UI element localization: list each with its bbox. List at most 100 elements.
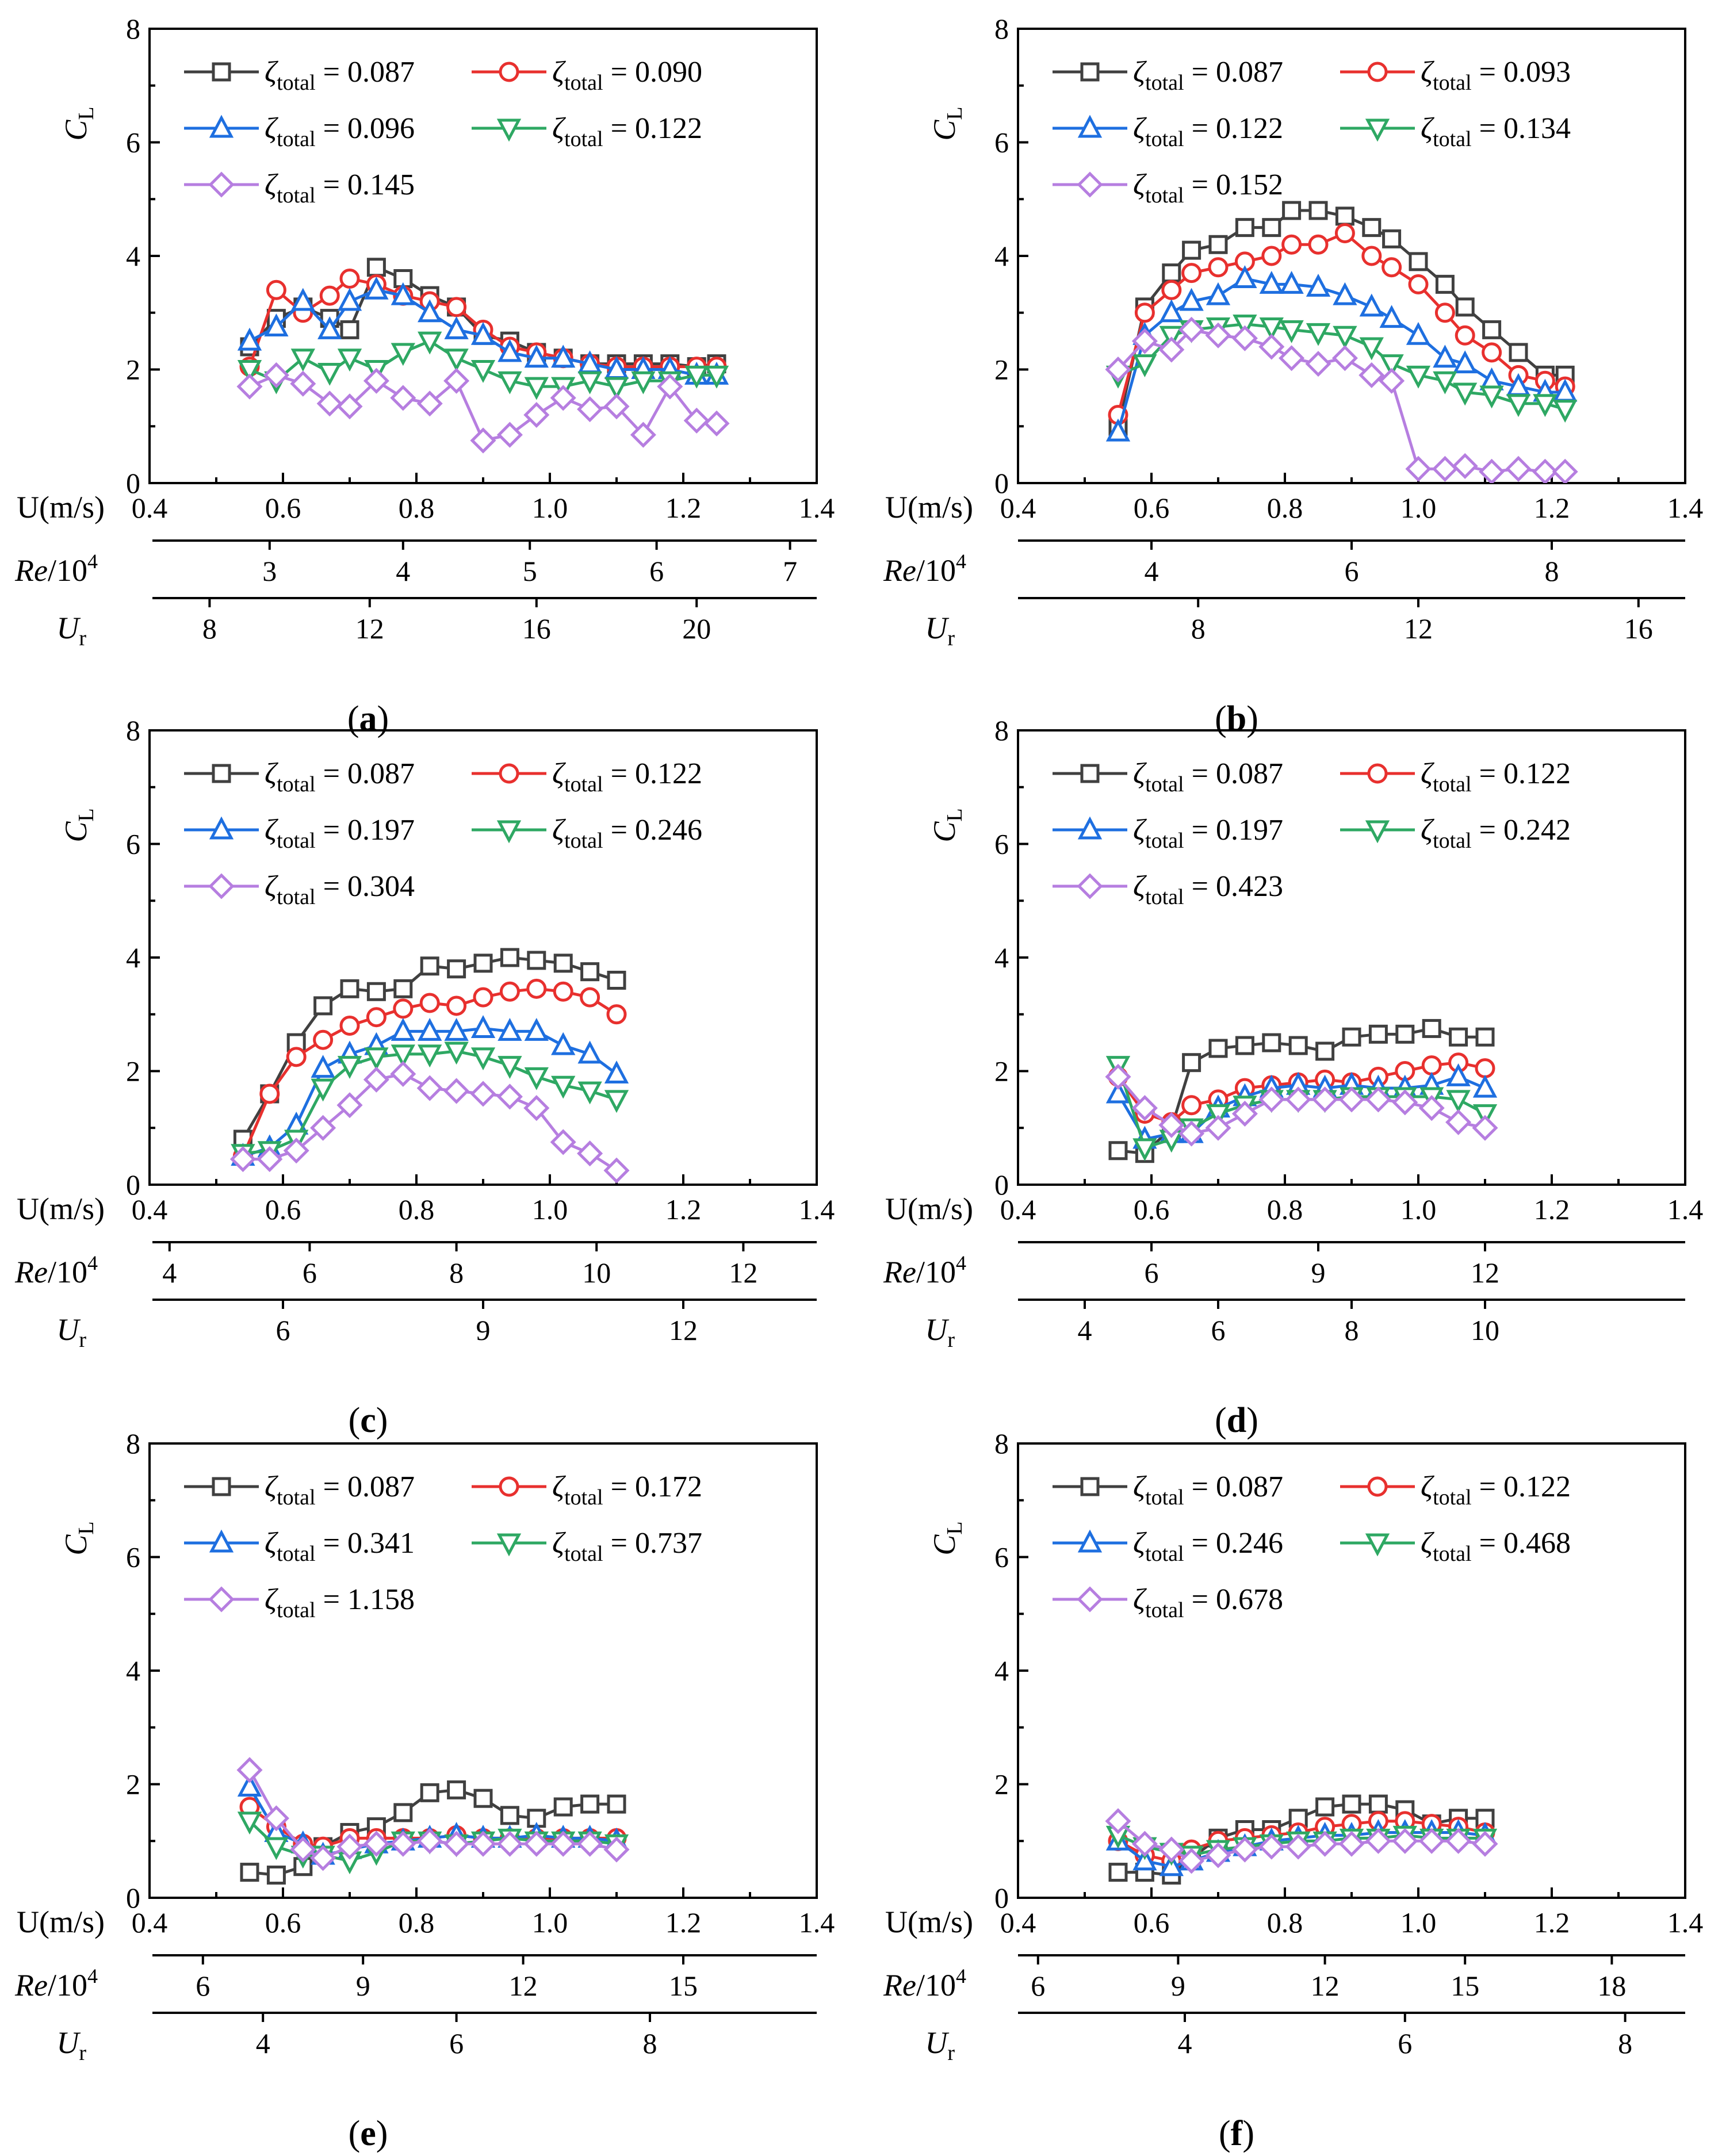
data-point <box>606 1004 627 1025</box>
ur-tick-label: 12 <box>669 1314 698 1346</box>
legend-marker <box>1367 1476 1388 1497</box>
legend-eq: = <box>316 169 347 201</box>
data-point <box>1181 1095 1202 1116</box>
legend-sub: total <box>277 885 316 909</box>
legend-label: ζtotal = 0.246 <box>552 814 702 853</box>
legend-value: 0.145 <box>347 169 415 201</box>
data-point <box>473 953 493 973</box>
data-point <box>446 297 467 317</box>
legend-symbol: ζ <box>1421 112 1434 145</box>
data-point <box>499 981 520 1002</box>
data-point <box>1205 1842 1231 1868</box>
x-tick-label: 0.4 <box>1000 492 1036 524</box>
ur-axis-label-main: U <box>56 2025 81 2060</box>
legend-symbol: ζ <box>1133 1470 1147 1503</box>
legend-marker <box>1080 1477 1100 1496</box>
data-point <box>444 1018 469 1041</box>
panel-label-letter: a <box>359 699 377 738</box>
data-point <box>1132 1138 1157 1162</box>
legend-eq: = <box>1184 169 1216 201</box>
data-point <box>443 1078 470 1104</box>
legend-entry: ζtotal = 0.087 <box>184 1470 415 1510</box>
velocity-axis-text: U(m/s) <box>885 490 973 524</box>
data-point <box>237 1774 262 1797</box>
data-point <box>416 1828 443 1854</box>
re-tick-label: 7 <box>783 555 797 587</box>
data-point <box>500 948 519 967</box>
data-point <box>604 1060 629 1083</box>
legend-entry: ζtotal = 0.122 <box>1053 112 1283 151</box>
data-point <box>283 1138 309 1164</box>
data-point <box>1258 334 1285 360</box>
legend-entry: ζtotal = 0.304 <box>184 870 415 909</box>
legend-sub: total <box>1145 885 1184 909</box>
data-point <box>1306 273 1331 297</box>
ur-tick-label: 20 <box>682 612 711 645</box>
data-point <box>1382 229 1402 248</box>
data-point <box>319 285 340 306</box>
panel-label-open: ( <box>1215 1401 1227 1440</box>
data-point <box>339 1016 360 1036</box>
legend-entry: ζtotal = 0.122 <box>1340 1470 1571 1510</box>
data-point <box>1162 263 1181 283</box>
data-point <box>290 1836 316 1863</box>
legend-label: ζtotal = 0.122 <box>1421 1470 1571 1510</box>
data-point <box>1395 1024 1415 1044</box>
velocity-axis-text: U(m/s) <box>885 1192 973 1226</box>
data-point <box>631 371 656 395</box>
data-point <box>470 427 496 454</box>
legend-value: 0.246 <box>635 814 702 847</box>
data-point <box>1105 356 1131 383</box>
panel-label-close: ) <box>377 699 389 738</box>
legend-value: 0.090 <box>635 56 702 89</box>
x-tick-label: 1.4 <box>1667 1193 1704 1226</box>
data-point <box>496 1083 523 1110</box>
x-tick-label: 1.0 <box>532 492 568 524</box>
data-point <box>266 1866 286 1885</box>
ur-tick-label: 12 <box>1404 612 1433 645</box>
data-point <box>1181 263 1202 284</box>
legend-entry: ζtotal = 0.122 <box>1340 757 1571 796</box>
x-tick-label: 0.6 <box>265 1906 301 1939</box>
legend-value: 1.158 <box>347 1583 415 1616</box>
ur-tick-label: 8 <box>1618 2027 1632 2059</box>
data-point <box>1406 321 1431 345</box>
data-point <box>444 349 469 372</box>
legend-entry: ζtotal = 0.197 <box>1053 814 1283 853</box>
x-tick-label: 0.4 <box>1000 1193 1036 1226</box>
y-tick-label: 2 <box>126 354 140 386</box>
legend-eq: = <box>603 1527 635 1560</box>
data-point <box>1409 252 1428 271</box>
legend-value: 0.246 <box>1216 1527 1283 1560</box>
legend-eq: = <box>1472 757 1503 790</box>
ur-tick-label: 16 <box>522 612 551 645</box>
panel-label-open: ( <box>1215 699 1227 738</box>
legend-label: ζtotal = 0.122 <box>1133 112 1283 151</box>
data-point <box>1475 1027 1495 1047</box>
re-axis-label-rest: /10 <box>916 1255 956 1289</box>
data-point <box>1553 400 1578 423</box>
ur-axis-label: Ur <box>56 1312 86 1352</box>
data-point <box>1235 1036 1254 1055</box>
x-tick-label: 1.4 <box>799 1906 835 1939</box>
legend-sub: total <box>1433 829 1472 853</box>
y-tick-label: 8 <box>994 13 1009 45</box>
legend-sub: total <box>1433 1485 1472 1510</box>
legend-value: 0.172 <box>635 1470 702 1503</box>
legend-sub: total <box>1145 1598 1184 1622</box>
legend-symbol: ζ <box>552 814 566 847</box>
panel-label: (a) <box>347 699 389 738</box>
y-tick-label: 6 <box>126 127 140 159</box>
legend-marker <box>1365 820 1390 844</box>
legend-symbol: ζ <box>265 757 278 790</box>
data-point <box>657 373 683 400</box>
data-point <box>527 951 546 970</box>
ur-axis-label-sub: r <box>79 1328 86 1352</box>
ur-tick-label: 8 <box>1191 612 1206 645</box>
series-group <box>1105 201 1578 483</box>
re-tick-label: 9 <box>1311 1257 1326 1289</box>
re-axis-label-sup: 4 <box>87 1251 98 1274</box>
data-point <box>390 385 416 411</box>
legend-marker <box>208 171 235 198</box>
